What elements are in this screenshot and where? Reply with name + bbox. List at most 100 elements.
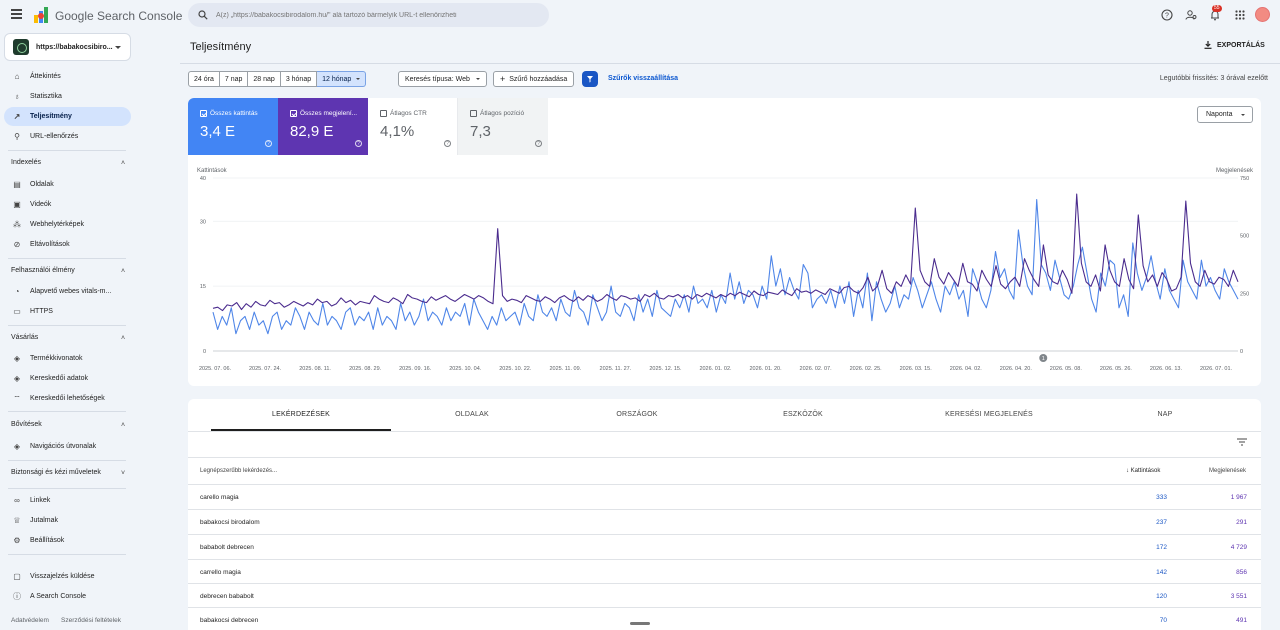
section-header-shopping[interactable]: Vásárlás ˄: [11, 334, 127, 342]
sidebar-item-overview[interactable]: ⌂ Áttekintés: [4, 67, 131, 86]
x-tick-label: 2025. 07. 24.: [249, 366, 282, 372]
terms-link[interactable]: Szerződési feltételek: [61, 617, 121, 624]
sidebar-item-pages[interactable]: ▤ Oldalak: [4, 175, 131, 194]
table-row[interactable]: babakocsi birodalom 237 291: [188, 509, 1261, 533]
sidebar-item-performance[interactable]: ↗ Teljesítmény: [4, 107, 131, 126]
metric-average-position[interactable]: Átlagos pozíció 7,3 ?: [458, 98, 548, 155]
sidebar-item-core-web-vitals[interactable]: ◔ Alapvető webes vitals-m...: [4, 282, 131, 301]
lightbulb-icon: ♁: [14, 92, 20, 101]
sidebar-item-videos[interactable]: ▣ Videók: [4, 195, 131, 214]
metric-total-impressions[interactable]: Összes megjelení... 82,9 E ?: [278, 98, 368, 155]
property-selector[interactable]: https://babakocsibiro...: [4, 33, 131, 61]
column-header-impressions[interactable]: Megjelenések: [1209, 468, 1247, 474]
sidebar-item-merchant-opportunities[interactable]: ⌔ Kereskedői lehetőségek: [4, 389, 131, 408]
add-filter-button[interactable]: + Szűrő hozzáadása: [493, 71, 575, 87]
left-tick-label: 0: [203, 349, 206, 355]
section-header-enhancements[interactable]: Bővítések ˄: [11, 421, 127, 429]
manage-users-icon[interactable]: [1185, 9, 1197, 21]
app-title[interactable]: Google Search Console: [55, 9, 183, 23]
table-row[interactable]: carrello magia 142 856: [188, 559, 1261, 583]
range-3m[interactable]: 3 hónap: [280, 71, 318, 87]
menu-icon[interactable]: [11, 9, 22, 19]
sidebar-item-achievements[interactable]: ♕ Jutalmak: [4, 511, 131, 530]
table-row[interactable]: debrecen bababolt 120 3 551: [188, 583, 1261, 607]
tab-pages[interactable]: OLDALAK: [455, 411, 489, 418]
table-row[interactable]: bababolt debrecen 172 4 729: [188, 534, 1261, 558]
sidebar-item-settings[interactable]: ⚙ Beállítások: [4, 531, 131, 550]
series-line-impressions[interactable]: [212, 193, 1239, 312]
account-avatar[interactable]: [1255, 7, 1270, 22]
range-28d[interactable]: 28 nap: [248, 71, 281, 87]
reset-filters-link[interactable]: Szűrők visszaállítása: [608, 75, 679, 82]
clicks-cell: 70: [1159, 617, 1167, 624]
x-tick-label: 2026. 05. 26.: [1100, 366, 1133, 372]
x-tick-label: 2025. 12. 15.: [649, 366, 682, 372]
range-24h[interactable]: 24 óra: [188, 71, 220, 87]
help-icon[interactable]: ?: [265, 140, 272, 147]
search-console-logo-icon[interactable]: [34, 7, 49, 23]
help-icon[interactable]: ?: [444, 140, 451, 147]
filter-list-icon[interactable]: [1237, 438, 1247, 446]
x-tick-label: 2025. 07. 06.: [199, 366, 232, 372]
section-header-security[interactable]: Biztonsági és kézi műveletek ˅: [11, 469, 127, 477]
column-header-query[interactable]: Legnépszerűbb lekérdezés...: [200, 468, 278, 474]
series-line-clicks[interactable]: [212, 199, 1239, 335]
export-button[interactable]: EXPORTÁLÁS: [1204, 41, 1265, 49]
url-inspect-search[interactable]: [188, 3, 549, 27]
apps-grid-icon[interactable]: [1234, 9, 1246, 21]
sidebar-item-feedback[interactable]: ▢ Visszajelzés küldése: [4, 567, 131, 586]
x-tick-label: 2025. 10. 22.: [499, 366, 532, 372]
right-axis-title: Megjelenések: [1216, 168, 1254, 174]
sidebar-item-sitemaps[interactable]: ⁂ Webhelytérképek: [4, 215, 131, 234]
clicks-cell: 237: [1156, 519, 1167, 526]
section-header-indexing[interactable]: Indexelés ˄: [11, 159, 127, 167]
checkbox-unchecked-icon[interactable]: [470, 110, 477, 117]
privacy-link[interactable]: Adatvédelem: [11, 617, 49, 624]
x-tick-label: 2025. 08. 29.: [349, 366, 382, 372]
sidebar-item-product-snippets[interactable]: ◈ Termékkivonatok: [4, 349, 131, 368]
tab-devices[interactable]: ESZKÖZÖK: [783, 411, 823, 418]
range-12m[interactable]: 12 hónap: [317, 71, 367, 87]
chevron-up-icon: ˄: [121, 421, 126, 429]
reset-filters-icon[interactable]: [582, 71, 598, 87]
table-row[interactable]: carello magia 333 1 967: [188, 484, 1261, 508]
search-input[interactable]: [216, 11, 536, 19]
checkbox-unchecked-icon[interactable]: [380, 110, 387, 117]
sidebar-item-insights[interactable]: ♁ Statisztika: [4, 87, 131, 106]
metric-value: 82,9 E: [290, 123, 334, 140]
column-header-clicks[interactable]: ↓ Kattintások: [1126, 468, 1160, 474]
checkbox-checked-icon[interactable]: [290, 110, 297, 117]
tab-search-appearance[interactable]: KERESÉSI MEGJELENÉS: [945, 411, 1033, 418]
granularity-select[interactable]: Naponta: [1197, 106, 1253, 123]
checkbox-checked-icon[interactable]: [200, 110, 207, 117]
tab-queries[interactable]: LEKÉRDEZÉSEK: [271, 411, 331, 418]
sidebar-item-label: A Search Console: [30, 593, 87, 600]
sitemap-icon: ⁂: [13, 220, 21, 229]
video-icon: ▣: [13, 200, 21, 209]
metric-average-ctr[interactable]: Átlagos CTR 4,1% ?: [368, 98, 458, 155]
sidebar-item-links[interactable]: ∞ Linkek: [4, 491, 131, 510]
help-icon[interactable]: ?: [1161, 9, 1173, 21]
sidebar-item-https[interactable]: ▭ HTTPS: [4, 302, 131, 321]
annotation-marker[interactable]: [1039, 354, 1048, 362]
x-tick-label: 2026. 07. 01.: [1200, 366, 1233, 372]
sidebar-item-about[interactable]: ⓘ A Search Console: [4, 587, 131, 606]
help-icon[interactable]: ?: [355, 140, 362, 147]
search-type-filter[interactable]: Keresés típusa: Web: [398, 71, 487, 87]
section-title: Vásárlás: [11, 334, 39, 341]
sidebar-item-removals[interactable]: ⊘ Eltávolítások: [4, 235, 131, 254]
tab-countries[interactable]: ORSZÁGOK: [616, 411, 658, 418]
section-header-experience[interactable]: Felhasználói élmény ˄: [11, 267, 127, 275]
bottom-scroll-handle[interactable]: [630, 622, 650, 625]
table-row[interactable]: babakocsi debrecen 70 491: [188, 607, 1261, 630]
sidebar-item-breadcrumbs[interactable]: ◈ Navigációs útvonalak: [4, 437, 131, 456]
sidebar-item-label: Kereskedői lehetőségek: [30, 395, 105, 402]
tab-dates[interactable]: NAP: [1157, 411, 1173, 418]
range-7d[interactable]: 7 nap: [219, 71, 249, 87]
metric-total-clicks[interactable]: Összes kattintás 3,4 E ?: [188, 98, 278, 155]
help-icon[interactable]: ?: [535, 140, 542, 147]
sidebar-item-merchant-listings[interactable]: ◈ Kereskedői adatok: [4, 369, 131, 388]
add-filter-label: Szűrő hozzáadása: [509, 75, 568, 83]
sidebar-item-url-inspection[interactable]: ⚲ URL-ellenőrzés: [4, 127, 131, 146]
query-cell: babakocsi birodalom: [200, 519, 260, 526]
